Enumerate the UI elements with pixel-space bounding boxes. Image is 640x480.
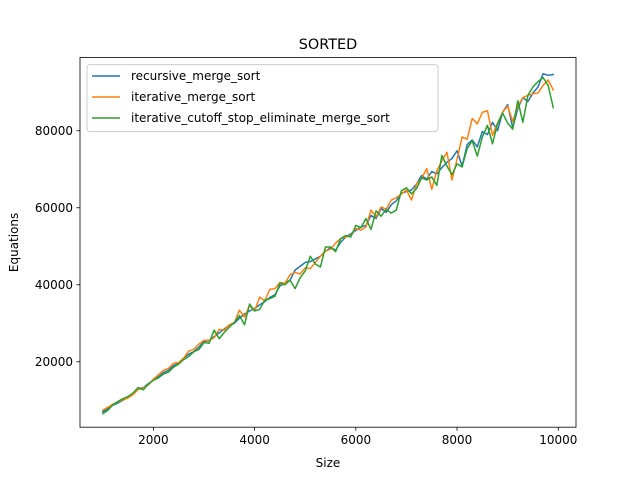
x-tick-label-2: 6000 (341, 433, 372, 447)
x-axis-ticks: 2000 4000 6000 8000 10000 (138, 427, 577, 447)
y-axis-label: Equations (7, 213, 21, 272)
y-tick-label-2: 60000 (35, 201, 73, 215)
series-line-1 (101, 79, 555, 412)
y-tick-label-1: 40000 (35, 278, 73, 292)
legend-label-0: recursive_merge_sort (131, 69, 261, 83)
series-line-2 (101, 76, 555, 415)
x-tick-label-3: 8000 (442, 433, 473, 447)
x-axis-label: Size (316, 456, 341, 470)
plot-frame (79, 57, 577, 428)
y-axis-ticks: 20000 40000 60000 80000 (35, 124, 80, 369)
series-layer (101, 73, 555, 415)
x-tick-label-1: 4000 (239, 433, 270, 447)
y-tick-label-3: 80000 (35, 124, 73, 138)
legend: recursive_merge_sort iterative_merge_sort… (86, 64, 439, 133)
legend-label-2: iterative_cutoff_stop_eliminate_merge_so… (131, 111, 390, 125)
y-tick-label-0: 20000 (35, 355, 73, 369)
x-tick-label-0: 2000 (138, 433, 169, 447)
legend-box (86, 64, 439, 133)
x-tick-label-4: 10000 (539, 433, 577, 447)
chart-title: SORTED (299, 37, 357, 53)
legend-label-1: iterative_merge_sort (131, 90, 256, 104)
